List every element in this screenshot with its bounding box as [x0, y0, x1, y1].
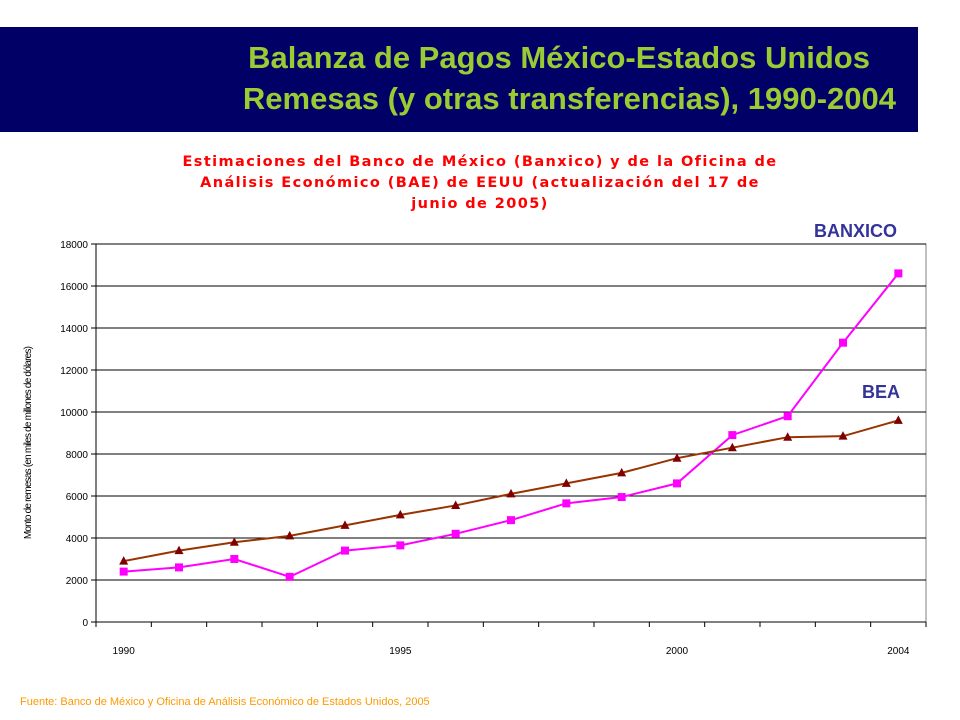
- data-point-bea: [727, 442, 737, 452]
- data-point-bea: [451, 500, 461, 509]
- data-point-bea: [340, 520, 350, 529]
- series-line-banxico: [123, 272, 900, 578]
- x-tick-label: 2004: [887, 646, 910, 657]
- data-point-banxico: [783, 412, 792, 421]
- data-point-banxico: [175, 563, 183, 572]
- data-point-bea: [838, 431, 848, 440]
- y-tick-label: 2000: [66, 576, 89, 587]
- data-point-bea: [893, 415, 903, 424]
- y-tick-label: 8000: [66, 450, 89, 461]
- series-label-banxico: BANXICO: [814, 221, 898, 241]
- y-tick-label: 6000: [66, 492, 89, 503]
- data-point-bea: [617, 467, 627, 477]
- data-point-bea: [783, 432, 793, 441]
- y-tick-label: 18000: [60, 240, 88, 251]
- y-tick-label: 4000: [66, 534, 89, 545]
- chart-subtitle: Estimaciones del Banco de México (Banxic…: [60, 152, 900, 215]
- data-point-banxico: [119, 567, 128, 576]
- y-tick-label: 0: [82, 618, 88, 629]
- title-banner: Balanza de Pagos México-Estados Unidos R…: [0, 27, 918, 132]
- chart-subtitle-line-1: Estimaciones del Banco de México (Banxic…: [182, 154, 778, 170]
- x-tick-label: 1990: [113, 646, 136, 657]
- data-point-banxico: [507, 516, 515, 525]
- y-axis-label: Monto de remesas (en miles de millones d…: [23, 346, 34, 539]
- data-point-banxico: [728, 431, 737, 440]
- data-point-bea: [672, 453, 682, 462]
- data-point-banxico: [839, 338, 847, 347]
- chart-subtitle-line-2: Análisis Económico (BAE) de EEUU (actual…: [200, 175, 760, 191]
- page-title-line-1: Balanza de Pagos México-Estados Unidos: [248, 40, 870, 75]
- x-tick-label: 2000: [666, 646, 689, 657]
- source-note: Fuente: Banco de México y Oficina de Aná…: [20, 696, 430, 708]
- plot-frame: [95, 243, 927, 623]
- data-point-banxico: [451, 529, 460, 538]
- y-tick-label: 12000: [60, 366, 88, 377]
- data-point-banxico: [230, 555, 239, 563]
- data-point-bea: [285, 530, 295, 540]
- page-title-line-2: Remesas (y otras transferencias), 1990-2…: [242, 81, 896, 116]
- data-point-bea: [561, 478, 571, 487]
- data-point-bea: [119, 556, 129, 565]
- data-point-banxico: [617, 493, 626, 502]
- data-point-bea: [506, 488, 516, 498]
- y-tick-label: 10000: [60, 408, 88, 419]
- y-tick-label: 14000: [60, 324, 88, 335]
- chart-subtitle-line-3: junio de 2005): [411, 196, 549, 212]
- data-point-banxico: [894, 269, 903, 278]
- data-point-bea: [174, 545, 184, 555]
- data-point-banxico: [562, 499, 571, 508]
- data-point-banxico: [341, 546, 349, 555]
- y-tick-label: 16000: [60, 282, 88, 293]
- series-label-bea: BEA: [862, 382, 901, 402]
- x-tick-label: 1995: [389, 646, 412, 657]
- data-point-bea: [395, 509, 405, 519]
- data-point-banxico: [285, 572, 294, 581]
- data-point-bea: [229, 537, 239, 546]
- data-point-banxico: [673, 479, 681, 488]
- data-point-banxico: [396, 541, 405, 550]
